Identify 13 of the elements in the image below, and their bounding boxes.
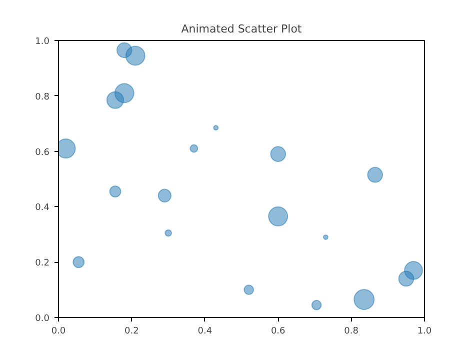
- y-tick-label: 0.0: [35, 314, 50, 324]
- x-tick-label: 0.4: [198, 326, 212, 336]
- x-tick-label: 0.0: [51, 326, 66, 336]
- x-tick-label: 0.2: [124, 326, 139, 336]
- y-tick-label: 1.0: [35, 37, 50, 47]
- chart-title: Animated Scatter Plot: [181, 22, 302, 36]
- y-tick-label: 0.8: [35, 92, 50, 102]
- y-tick-label: 0.4: [35, 203, 50, 214]
- y-tick-label: 0.2: [35, 258, 50, 269]
- x-tick-label: 0.8: [344, 326, 359, 336]
- x-tick-label: 1.0: [417, 326, 432, 336]
- y-tick-label: 0.6: [35, 148, 50, 158]
- x-tick-label: 0.6: [270, 326, 286, 336]
